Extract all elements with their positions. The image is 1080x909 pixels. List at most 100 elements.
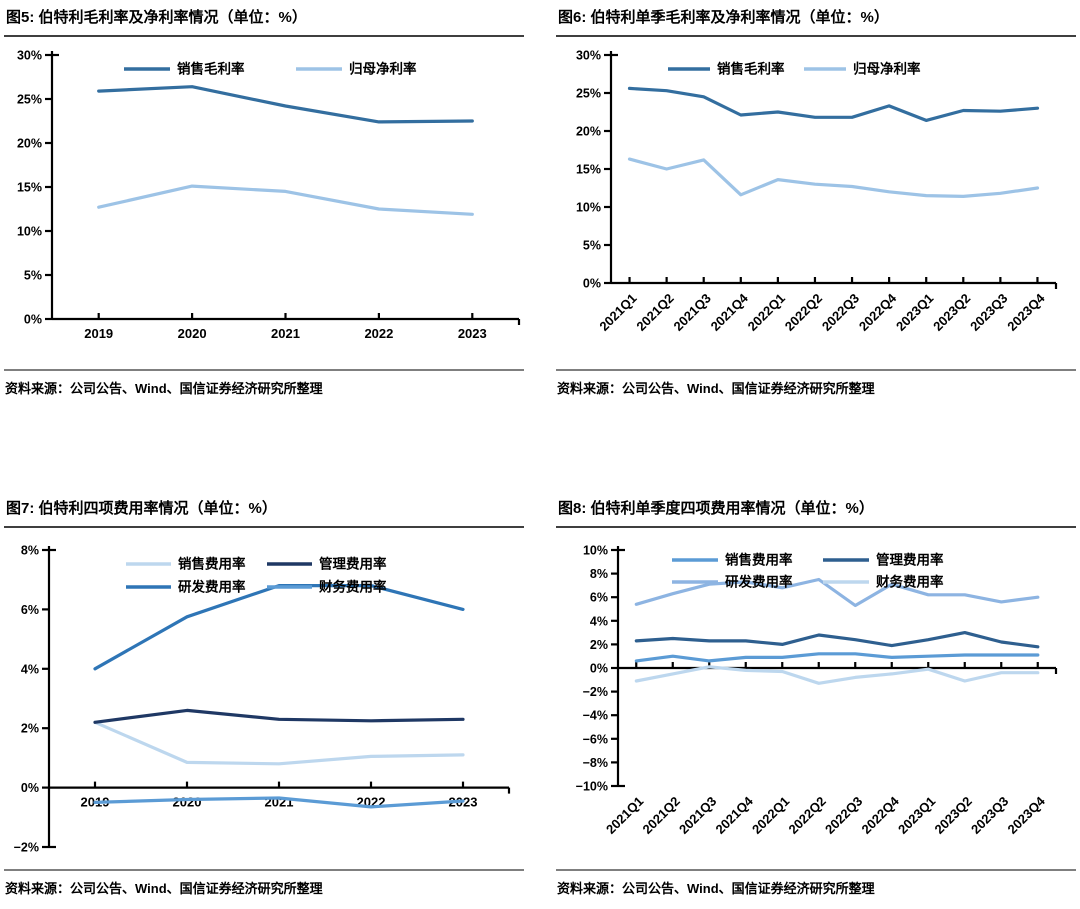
panel-fig5: 图5: 伯特利毛利率及净利率情况（单位：%） 0% 5% 10% 15% 20% 25% 3… xyxy=(4,6,524,397)
panel-fig7: 图7: 伯特利四项费用率情况（单位：%） −2% 0% 2% 4% 6% 8% 2019 20… xyxy=(4,497,524,897)
x-tick-label: 2020 xyxy=(178,326,207,341)
x-tick-labels: 2021Q12021Q22021Q32021Q42022Q12022Q22022… xyxy=(603,793,1048,837)
y-tick-label: −4% xyxy=(583,709,608,723)
title-divider xyxy=(556,526,1076,528)
y-tick-label: 30% xyxy=(17,49,42,63)
axes xyxy=(42,546,511,849)
y-tick-label: 15% xyxy=(17,181,42,195)
fig5-line-chart: 0% 5% 10% 15% 20% 25% 30% 2019 2020 2021 2022 2023 销… xyxy=(17,49,521,341)
legend-label-2: 研发费用率 xyxy=(178,579,246,595)
source-divider xyxy=(556,869,1076,871)
x-tick-label: 2023Q4 xyxy=(1005,793,1049,837)
y-tick-label: 10% xyxy=(576,201,601,215)
x-tick-label: 2021Q1 xyxy=(603,794,646,837)
x-tick-labels: 2019 2020 2021 2022 2023 xyxy=(84,326,487,341)
x-tick-label: 2021Q3 xyxy=(676,794,719,837)
source-divider xyxy=(4,369,524,371)
y-tick-labels: 0% 5% 10% 15% 20% 25% 30% xyxy=(17,49,42,327)
series-line-2 xyxy=(634,577,1040,608)
x-tick-labels: 2021Q12021Q22021Q32021Q42022Q12022Q22022… xyxy=(596,290,1048,334)
legend-label-0: 销售毛利率 xyxy=(177,61,245,77)
source-note-fig8: 资料来源：公司公告、Wind、国信证券经济研究所整理 xyxy=(557,881,875,896)
figure-title-fig5: 图5: 伯特利毛利率及净利率情况（单位：%） xyxy=(6,9,307,26)
series-line-1 xyxy=(93,708,465,724)
series-line-1 xyxy=(634,630,1040,649)
y-tick-label: −2% xyxy=(583,685,608,699)
x-tick-label: 2022Q4 xyxy=(856,290,900,334)
y-tick-label: 10% xyxy=(17,225,42,239)
legend-label-3: 财务费用率 xyxy=(875,574,944,590)
y-tick-label: 0% xyxy=(24,313,42,327)
x-tick-label: 2021Q2 xyxy=(633,291,676,334)
figure-title-fig8: 图8: 伯特利单季度四项费用率情况（单位：%） xyxy=(558,500,874,517)
x-tick-label: 2023Q3 xyxy=(967,291,1010,334)
x-tick-label: 2021Q4 xyxy=(708,290,752,334)
series-line-1 xyxy=(627,157,1040,198)
legend-label-1: 归母净利率 xyxy=(853,61,921,77)
x-tick-label: 2022Q2 xyxy=(786,794,829,837)
x-tick-label: 2021Q3 xyxy=(671,291,714,334)
x-tick-label: 2023Q2 xyxy=(932,794,975,837)
x-tick-label: 2022 xyxy=(364,326,393,341)
series-line-3 xyxy=(93,796,465,809)
y-tick-label: 5% xyxy=(583,239,601,253)
source-note-fig6: 资料来源：公司公告、Wind、国信证券经济研究所整理 xyxy=(557,381,875,396)
x-tick-label: 2023Q4 xyxy=(1004,290,1048,334)
source-note-fig7: 资料来源：公司公告、Wind、国信证券经济研究所整理 xyxy=(5,881,323,896)
y-tick-label: 20% xyxy=(17,137,42,151)
y-tick-label: 5% xyxy=(24,269,42,283)
y-tick-labels: −2% 0% 2% 4% 6% 8% xyxy=(14,544,39,855)
y-tick-label: 0% xyxy=(583,277,601,291)
x-tick-label: 2019 xyxy=(84,326,113,341)
legend-label-0: 销售毛利率 xyxy=(717,61,785,77)
y-tick-label: 6% xyxy=(590,591,608,605)
title-divider xyxy=(556,35,1076,37)
source-note-fig5: 资料来源：公司公告、Wind、国信证券经济研究所整理 xyxy=(5,381,323,396)
axes xyxy=(45,51,521,325)
x-tick-label: 2022Q2 xyxy=(782,291,825,334)
x-tick-label: 2021Q1 xyxy=(596,291,639,334)
figure-title-fig6: 图6: 伯特利单季毛利率及净利率情况（单位：%） xyxy=(558,9,889,26)
y-tick-label: 4% xyxy=(21,662,39,676)
y-tick-label: 10% xyxy=(583,544,608,558)
legend-label-2: 研发费用率 xyxy=(725,574,793,590)
y-tick-label: 15% xyxy=(576,163,601,177)
y-tick-label: 25% xyxy=(576,87,601,101)
x-tick-label: 2023Q1 xyxy=(895,794,938,837)
legend-label-3: 财务费用率 xyxy=(318,579,387,595)
title-divider xyxy=(4,35,524,37)
legend: 销售毛利率 归母净利率 xyxy=(668,61,921,77)
axes xyxy=(611,546,1058,788)
x-tick-label: 2022Q4 xyxy=(859,793,903,837)
y-tick-label: 8% xyxy=(21,544,39,558)
x-tick-label: 2020 xyxy=(173,795,202,810)
series-line-0 xyxy=(93,720,465,766)
x-tick-label: 2022Q3 xyxy=(822,794,865,837)
y-tick-label: 8% xyxy=(590,567,608,581)
y-tick-label: 4% xyxy=(590,614,608,628)
fig8-line-chart: −10%−8%−6%−4%−2%0%2%4%6%8%10%2021Q12021Q… xyxy=(576,544,1058,837)
series-line-0 xyxy=(634,652,1040,663)
x-tick-label: 2022Q3 xyxy=(819,291,862,334)
legend-label-1: 管理费用率 xyxy=(876,552,944,568)
legend: 销售毛利率 归母净利率 xyxy=(124,61,417,77)
legend-label-0: 销售费用率 xyxy=(178,556,246,572)
y-tick-label: 30% xyxy=(576,49,601,63)
panel-fig6: 图6: 伯特利单季毛利率及净利率情况（单位：%） 0% 5% 10% 15% 20% 25… xyxy=(556,6,1076,397)
figure-title-fig7: 图7: 伯特利四项费用率情况（单位：%） xyxy=(6,500,277,517)
series-line-1 xyxy=(97,184,474,216)
y-tick-label: 2% xyxy=(590,638,608,652)
y-tick-labels: 0% 5% 10% 15% 20% 25% 30% xyxy=(576,49,601,291)
series-line-2 xyxy=(93,583,465,671)
source-divider xyxy=(4,869,524,871)
source-divider xyxy=(556,369,1076,371)
fig6-line-chart: 0%5%10%15%20%25%30%2021Q12021Q22021Q3202… xyxy=(576,49,1058,334)
x-tick-label: 2022Q1 xyxy=(749,794,792,837)
legend-label-0: 销售费用率 xyxy=(725,552,793,568)
y-tick-label: −2% xyxy=(14,841,39,855)
x-tick-label: 2023Q2 xyxy=(930,291,973,334)
y-tick-label: 2% xyxy=(21,722,39,736)
y-tick-label: 25% xyxy=(17,93,42,107)
x-tick-label: 2023Q1 xyxy=(893,291,936,334)
